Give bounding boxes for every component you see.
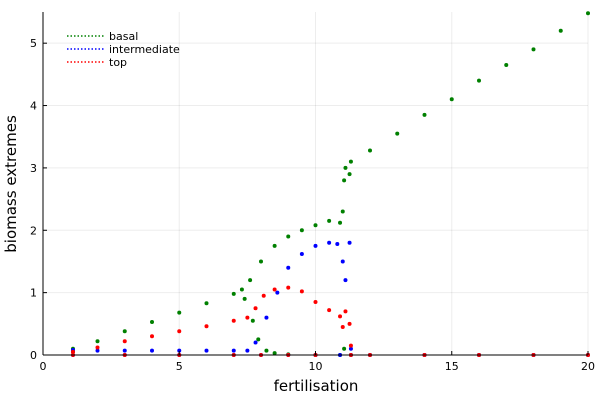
top-data-point (253, 306, 258, 311)
top-data-point (327, 308, 332, 313)
basal-data-point (531, 47, 536, 52)
intermediate-data-point (335, 241, 340, 246)
basal-data-point (204, 301, 209, 306)
x-axis-title: fertilisation (274, 377, 359, 395)
intermediate-data-point (275, 290, 280, 295)
intermediate-data-point (122, 348, 127, 353)
top-data-point (338, 314, 343, 319)
basal-data-point (177, 310, 182, 315)
top-data-point (261, 293, 266, 298)
x-tick-label: 10 (309, 360, 323, 373)
basal-data-point (259, 259, 263, 264)
intermediate-data-point (347, 240, 352, 245)
plot-area (70, 11, 590, 357)
basal-data-point (239, 287, 244, 292)
basal-data-point (342, 346, 347, 351)
basal-data-point (422, 112, 427, 117)
top-data-point (122, 339, 127, 344)
basal-data-point (504, 63, 509, 68)
x-tick-label: 20 (581, 360, 595, 373)
basal-data-point (342, 178, 347, 183)
top-data-point (348, 343, 353, 348)
top-data-point (150, 334, 154, 339)
intermediate-data-point (340, 259, 345, 264)
y-tick-label: 1 (30, 287, 37, 300)
basal-data-point (95, 339, 100, 344)
basal-data-point (313, 223, 318, 228)
basal-data-point (248, 278, 253, 283)
intermediate-data-point (299, 251, 304, 256)
basal-data-point (250, 318, 255, 323)
basal-data-point (272, 351, 277, 356)
series-top (70, 285, 590, 357)
top-data-point (340, 324, 345, 329)
basal-data-point (395, 131, 400, 136)
basal-data-point (340, 209, 345, 214)
top-data-point (313, 299, 318, 304)
basal-data-point (299, 228, 304, 233)
intermediate-data-point (231, 348, 236, 353)
basal-data-point (558, 28, 563, 33)
basal-data-point (256, 337, 261, 342)
top-data-point (272, 287, 277, 292)
intermediate-data-point (286, 265, 291, 270)
legend-label-intermediate: intermediate (109, 43, 180, 56)
top-data-point (177, 329, 182, 334)
basal-data-point (347, 172, 352, 177)
intermediate-data-point (348, 346, 353, 351)
x-tick-label: 0 (40, 360, 47, 373)
top-data-point (245, 315, 250, 320)
top-data-point (286, 285, 291, 290)
basal-data-point (338, 220, 343, 225)
y-tick-label: 2 (30, 224, 37, 237)
basal-data-point (348, 159, 353, 164)
series-intermediate (70, 240, 590, 357)
y-ticks: 0 1 2 3 4 5 (30, 37, 47, 362)
top-data-point (343, 309, 348, 314)
intermediate-data-point (245, 348, 250, 353)
y-tick-label: 3 (30, 162, 37, 175)
y-tick-label: 5 (30, 37, 37, 50)
basal-data-point (231, 291, 236, 296)
top-data-point (347, 321, 352, 326)
intermediate-data-point (313, 243, 318, 248)
basal-data-point (286, 234, 291, 239)
top-data-point (299, 289, 304, 294)
legend-label-top: top (109, 56, 127, 69)
intermediate-data-point (327, 240, 332, 245)
basal-data-point (327, 218, 332, 223)
y-tick-label: 4 (30, 100, 37, 113)
intermediate-data-point (343, 278, 348, 283)
x-tick-label: 5 (176, 360, 183, 373)
basal-data-point (122, 329, 127, 334)
top-data-point (204, 324, 209, 329)
y-tick-label: 0 (30, 349, 37, 362)
top-data-point (231, 318, 236, 323)
basal-data-point (272, 243, 277, 248)
intermediate-data-point (264, 315, 269, 320)
x-ticks: 0 5 10 15 20 (40, 351, 595, 373)
legend-label-basal: basal (109, 30, 138, 43)
basal-data-point (150, 319, 154, 324)
basal-data-point (368, 148, 372, 153)
x-tick-label: 15 (445, 360, 459, 373)
basal-data-point (264, 348, 269, 353)
basal-data-point (343, 165, 348, 170)
top-data-point (95, 345, 100, 350)
basal-data-point (586, 11, 590, 16)
y-axis-title: biomass extremes (2, 115, 20, 253)
series-basal (70, 11, 590, 357)
intermediate-data-point (253, 340, 258, 345)
top-data-point (70, 349, 75, 354)
basal-data-point (449, 97, 454, 102)
intermediate-data-point (150, 348, 154, 353)
intermediate-data-point (177, 348, 182, 353)
basal-data-point (242, 296, 247, 301)
intermediate-data-point (204, 348, 209, 353)
basal-data-point (477, 78, 481, 83)
intermediate-data-point (95, 348, 100, 353)
